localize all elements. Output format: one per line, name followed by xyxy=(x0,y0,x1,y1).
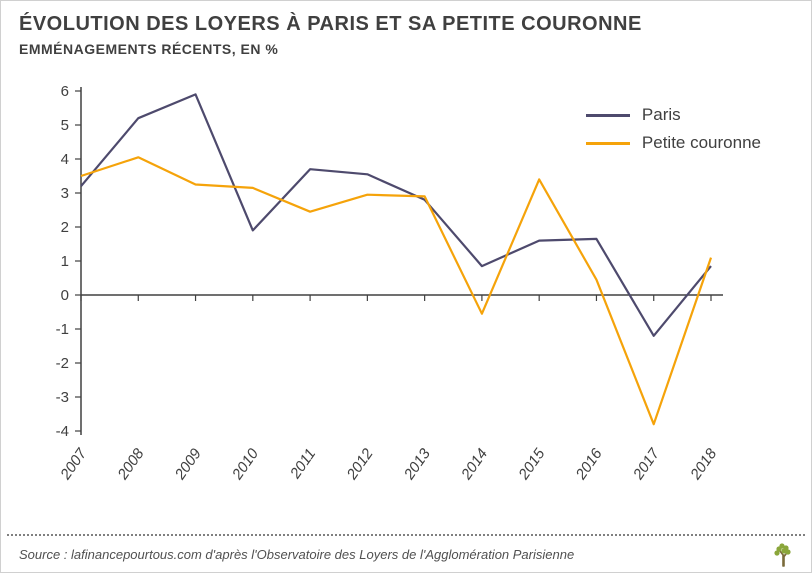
svg-text:2016: 2016 xyxy=(572,445,606,483)
svg-text:4: 4 xyxy=(61,151,69,168)
svg-text:2011: 2011 xyxy=(286,446,319,483)
svg-text:2008: 2008 xyxy=(114,445,148,483)
svg-text:-3: -3 xyxy=(56,389,69,406)
svg-text:2014: 2014 xyxy=(458,446,492,484)
tree-icon xyxy=(771,540,797,566)
svg-text:-2: -2 xyxy=(56,355,69,372)
legend: Paris Petite couronne xyxy=(586,101,761,157)
legend-label-paris: Paris xyxy=(642,101,681,129)
source-text: Source : lafinancepourtous.com d'après l… xyxy=(19,547,574,562)
legend-swatch-petite-couronne xyxy=(586,142,630,145)
svg-text:5: 5 xyxy=(61,117,69,134)
divider xyxy=(7,534,805,536)
legend-item-paris: Paris xyxy=(586,101,761,129)
legend-item-petite-couronne: Petite couronne xyxy=(586,129,761,157)
svg-text:2017: 2017 xyxy=(629,445,663,483)
svg-text:6: 6 xyxy=(61,83,69,100)
svg-text:2009: 2009 xyxy=(171,445,205,483)
svg-text:0: 0 xyxy=(61,287,69,304)
svg-text:2007: 2007 xyxy=(57,445,91,483)
page-subtitle: EMMÉNAGEMENTS RÉCENTS, EN % xyxy=(19,41,278,57)
page-title: ÉVOLUTION DES LOYERS À PARIS ET SA PETIT… xyxy=(19,13,642,36)
legend-label-petite-couronne: Petite couronne xyxy=(642,129,761,157)
svg-text:2013: 2013 xyxy=(400,445,434,483)
svg-text:2012: 2012 xyxy=(343,445,377,483)
svg-text:3: 3 xyxy=(61,185,69,202)
svg-text:2015: 2015 xyxy=(515,445,549,483)
chart-card: ÉVOLUTION DES LOYERS À PARIS ET SA PETIT… xyxy=(0,0,812,573)
svg-text:-4: -4 xyxy=(56,423,69,440)
svg-text:2010: 2010 xyxy=(228,445,262,483)
svg-text:2: 2 xyxy=(61,219,69,236)
legend-swatch-paris xyxy=(586,114,630,117)
svg-text:1: 1 xyxy=(61,253,69,270)
svg-text:2018: 2018 xyxy=(687,445,721,483)
svg-text:-1: -1 xyxy=(56,321,69,338)
